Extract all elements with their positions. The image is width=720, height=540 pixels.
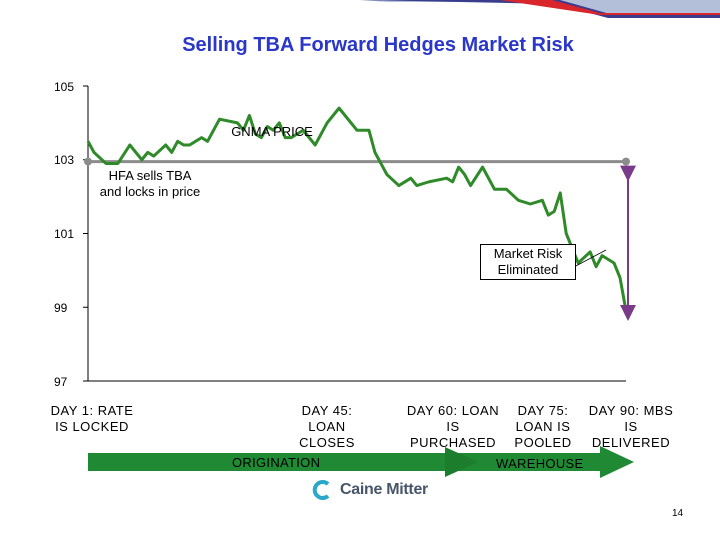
gnma-price-line (86, 106, 628, 312)
timeline-arrow (88, 446, 634, 478)
x-label-day-75: DAY 75: LOAN IS POOLED (514, 403, 572, 450)
y-tick-label: 101 (54, 227, 75, 241)
hedge-end-marker (622, 157, 630, 166)
gnma-price-label: GNMA PRICE (231, 124, 313, 139)
x-label-day-1: DAY 1: RATE IS LOCKED (50, 403, 134, 434)
annotation-leader-line (571, 249, 607, 269)
market-risk-annotation: Market Risk Eliminated (480, 244, 576, 280)
header-bar (360, 0, 720, 16)
x-label-day-45: DAY 45: LOAN CLOSES (299, 403, 355, 450)
hedge-start-marker (84, 157, 92, 166)
y-tick-label: 99 (54, 301, 68, 315)
logo-mark-icon (312, 480, 330, 500)
y-tick-label: 103 (54, 153, 75, 167)
x-label-day-90: DAY 90: MBS IS DELIVERED (588, 403, 674, 450)
chart-title: Selling TBA Forward Hedges Market Risk (182, 34, 574, 56)
y-tick-label: 105 (54, 80, 75, 94)
hfa-annotation: HFA sells TBA and locks in price (99, 168, 201, 199)
origination-label: ORIGINATION (232, 455, 321, 470)
warehouse-label: WAREHOUSE (496, 456, 584, 471)
header-red-stripe (500, 0, 720, 15)
origination-arrowhead (445, 447, 478, 477)
x-label-day-60: DAY 60: LOAN IS PURCHASED (406, 403, 500, 450)
page-number: 14 (672, 508, 684, 519)
y-tick-label: 97 (54, 375, 68, 389)
logo-text: Caine Mitter (340, 481, 428, 498)
company-logo: Caine Mitter (310, 479, 428, 501)
